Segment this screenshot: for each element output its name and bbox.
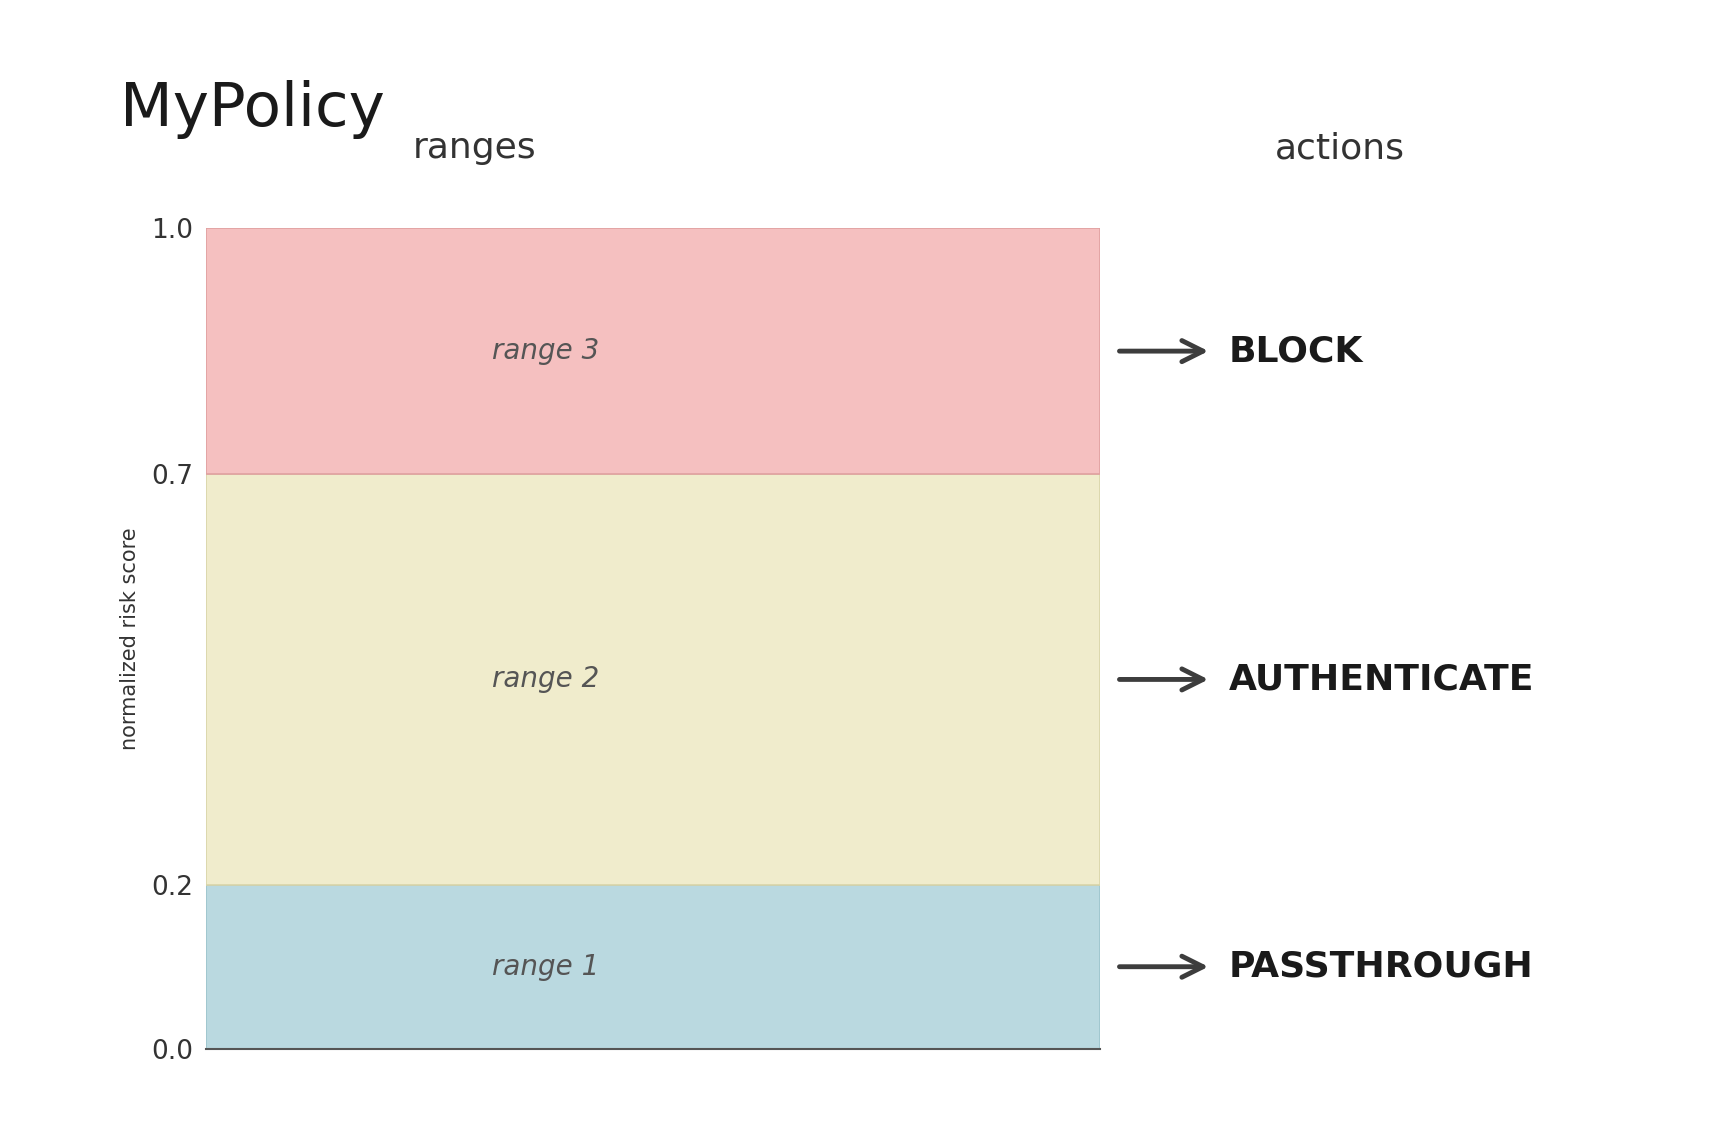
Text: range 2: range 2	[491, 666, 600, 693]
Text: range 1: range 1	[491, 953, 600, 980]
Text: AUTHENTICATE: AUTHENTICATE	[1228, 662, 1534, 697]
Text: BLOCK: BLOCK	[1228, 334, 1362, 368]
Text: PASSTHROUGH: PASSTHROUGH	[1228, 950, 1532, 984]
Text: MyPolicy: MyPolicy	[120, 80, 385, 139]
Bar	[206, 885, 1100, 1049]
Text: actions: actions	[1275, 131, 1405, 165]
Text: ranges: ranges	[412, 131, 536, 165]
Bar	[206, 474, 1100, 885]
Y-axis label: normalized risk score: normalized risk score	[120, 527, 139, 750]
Text: range 3: range 3	[491, 337, 600, 365]
Bar	[206, 228, 1100, 474]
